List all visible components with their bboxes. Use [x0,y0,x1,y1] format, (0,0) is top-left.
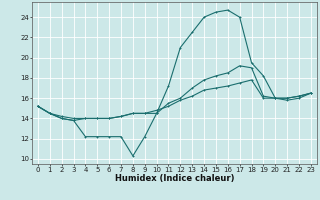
X-axis label: Humidex (Indice chaleur): Humidex (Indice chaleur) [115,174,234,183]
